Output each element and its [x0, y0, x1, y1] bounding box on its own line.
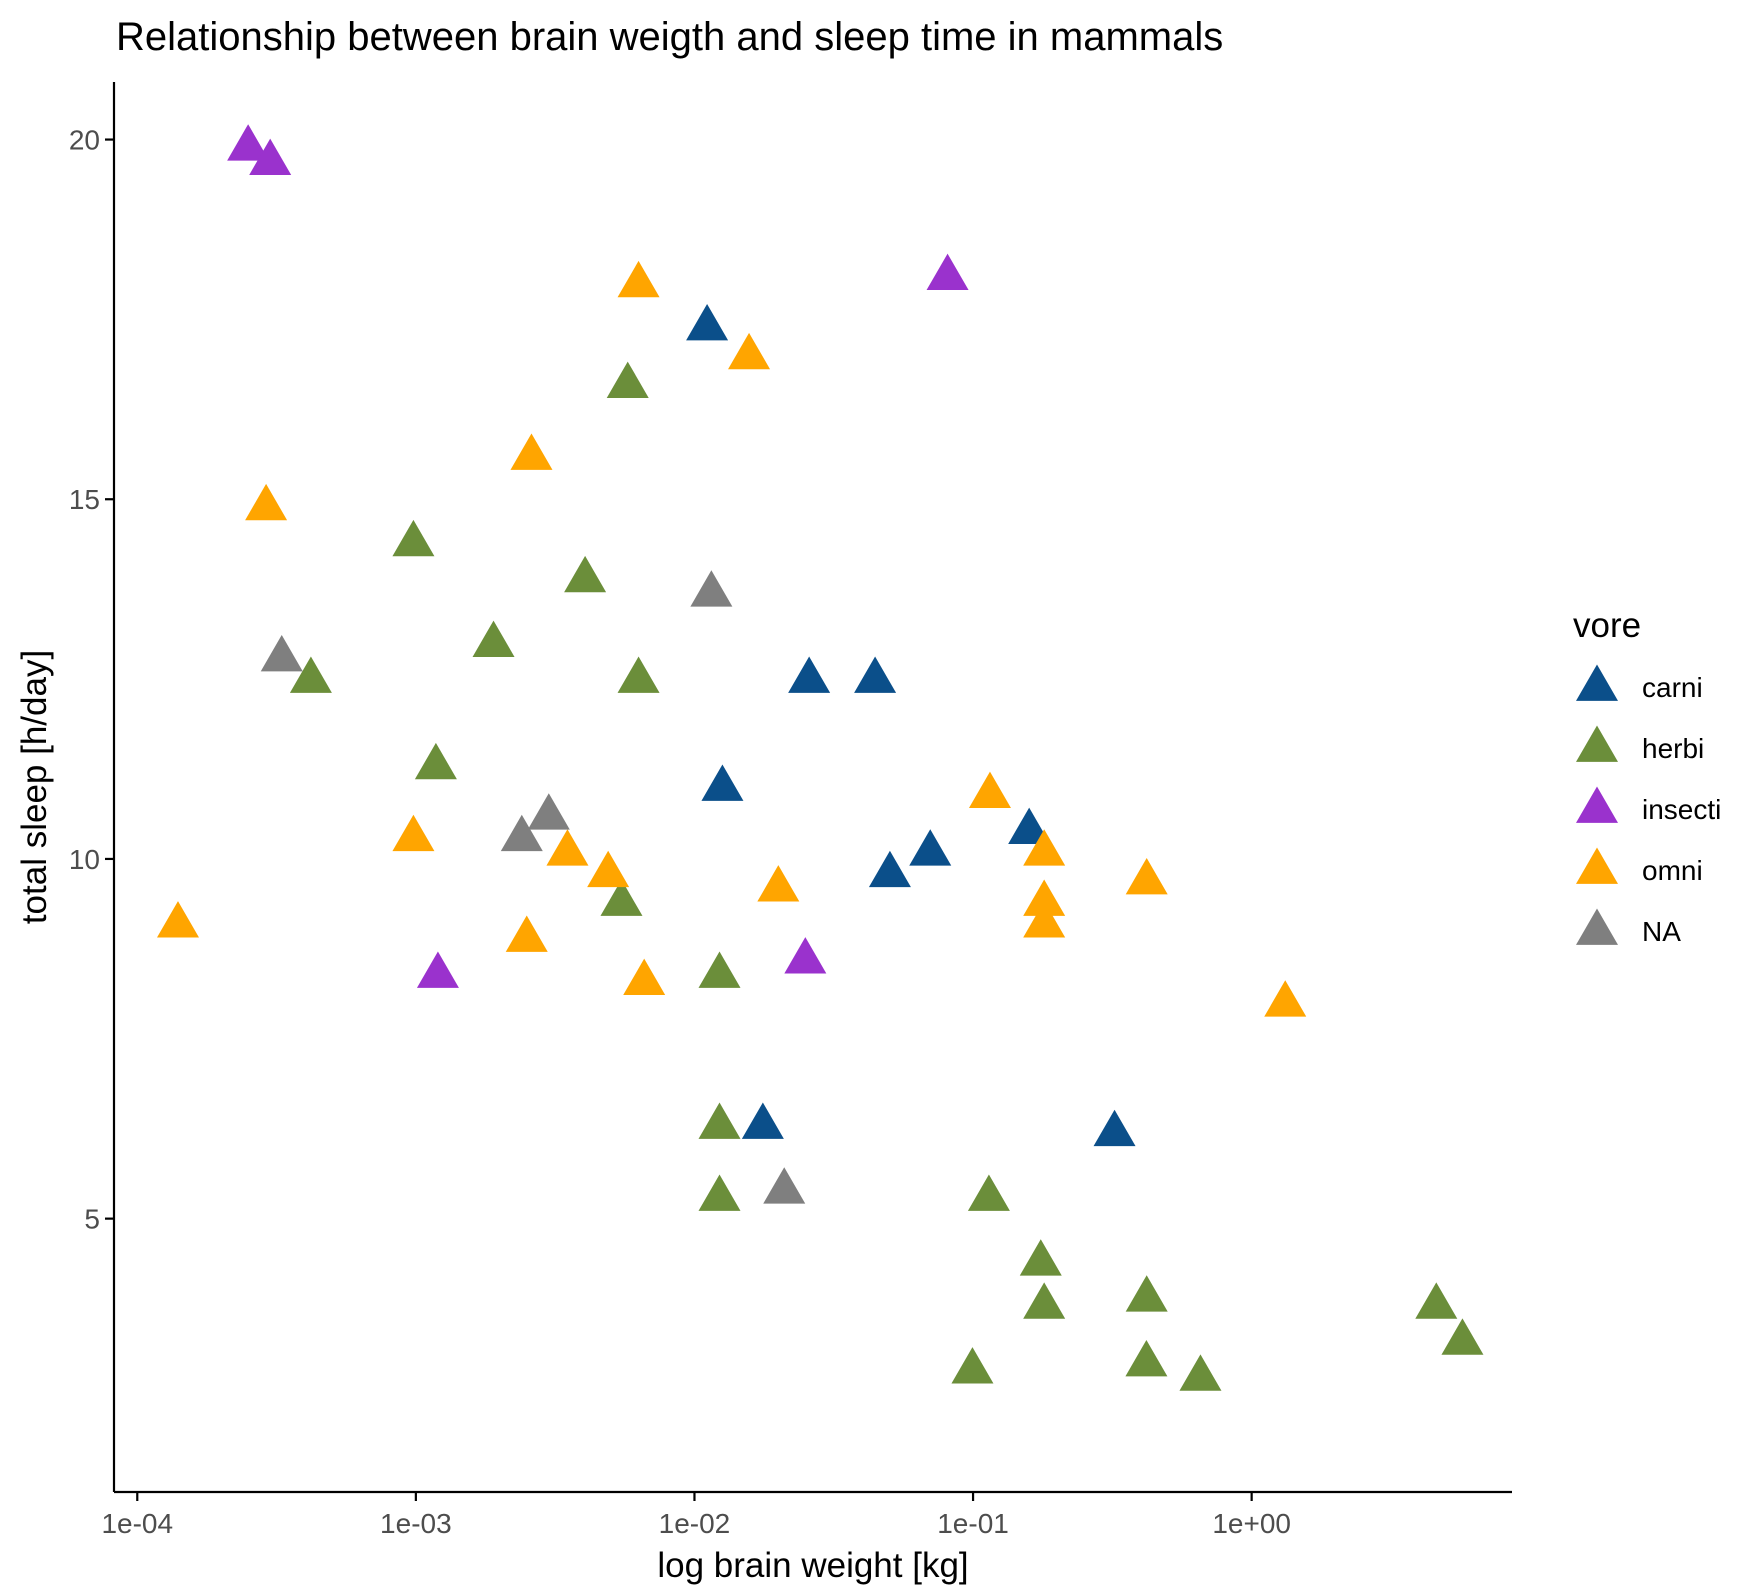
data-point-carni	[854, 656, 897, 693]
data-point-herbi	[1019, 1239, 1062, 1276]
data-point-omni	[1023, 879, 1066, 916]
legend-key-omni	[1576, 847, 1618, 884]
data-point-herbi	[564, 555, 607, 593]
data-point-omni	[156, 901, 199, 938]
data-point-omni	[587, 850, 630, 888]
data-point-na	[500, 814, 543, 852]
legend: vore carni herbi insecti omni NA	[1573, 606, 1721, 947]
data-point-omni	[546, 829, 589, 866]
data-point-herbi	[1441, 1318, 1484, 1355]
legend-label: carni	[1642, 672, 1703, 703]
data-point-omni	[623, 958, 666, 996]
data-point-na	[260, 634, 303, 672]
data-point-carni	[741, 1102, 784, 1139]
data-point-herbi	[1179, 1354, 1222, 1391]
legend-label: NA	[1642, 916, 1681, 947]
data-point-omni	[1023, 901, 1066, 938]
data-point-na	[690, 570, 733, 607]
x-axis-title: log brain weight [kg]	[657, 1546, 968, 1585]
data-point-herbi	[414, 742, 457, 780]
y-tick-label: 5	[84, 1204, 100, 1235]
legend-label: herbi	[1642, 733, 1704, 764]
data-point-herbi	[951, 1347, 994, 1384]
y-axis-title: total sleep [h/day]	[15, 650, 54, 924]
y-tick-label: 10	[69, 844, 100, 875]
data-point-herbi	[1125, 1339, 1168, 1377]
data-point-herbi	[1023, 1282, 1066, 1319]
legend-label: omni	[1642, 855, 1703, 886]
data-point-na	[527, 793, 570, 830]
data-point-na	[763, 1167, 806, 1204]
data-point-insecti	[784, 937, 827, 974]
data-point-insecti	[416, 951, 459, 988]
data-point-omni	[1125, 857, 1168, 895]
data-point-herbi	[600, 879, 643, 916]
data-point-carni	[909, 829, 952, 866]
x-tick-label: 1e-04	[101, 1508, 173, 1539]
data-point-insecti	[926, 253, 969, 291]
x-tick-label: 1e-01	[937, 1508, 1009, 1539]
legend-title: vore	[1573, 606, 1641, 645]
data-point-omni	[1023, 829, 1066, 866]
y-tick-label: 20	[69, 125, 100, 156]
legend-key-carni	[1576, 664, 1618, 701]
data-point-herbi	[1415, 1282, 1458, 1319]
data-point-carni	[1008, 807, 1051, 844]
x-axis: 1e-04 1e-03 1e-02 1e-01 1e+00	[101, 1492, 1291, 1539]
data-point-carni	[686, 304, 729, 341]
data-point-omni	[392, 814, 435, 852]
data-point-herbi	[606, 361, 649, 398]
data-point-omni	[245, 483, 288, 521]
data-point-carni	[788, 656, 831, 693]
x-tick-label: 1e+00	[1212, 1508, 1291, 1539]
y-tick-label: 15	[69, 484, 100, 515]
data-point-omni	[968, 771, 1011, 809]
data-point-insecti	[249, 138, 292, 175]
legend-key-na	[1576, 908, 1618, 945]
data-point-herbi	[472, 620, 515, 657]
data-point-omni	[510, 433, 553, 470]
data-point-omni	[728, 332, 771, 370]
data-point-carni	[1093, 1109, 1136, 1147]
x-tick-label: 1e-03	[380, 1508, 452, 1539]
chart-title: Relationship between brain weigth and sl…	[116, 15, 1223, 59]
data-point-herbi	[698, 951, 741, 988]
data-point-herbi	[698, 1174, 741, 1211]
data-point-herbi	[617, 656, 660, 693]
x-tick-label: 1e-02	[659, 1508, 731, 1539]
legend-key-herbi	[1576, 725, 1618, 762]
data-point-omni	[1264, 980, 1307, 1017]
data-point-herbi	[289, 656, 332, 693]
data-point-omni	[617, 260, 660, 298]
data-point-omni	[757, 865, 800, 902]
y-axis: 5 10 15 20	[69, 125, 114, 1235]
plot-area	[156, 124, 1484, 1391]
data-point-herbi	[698, 1102, 741, 1139]
data-point-herbi	[967, 1174, 1010, 1211]
legend-key-insecti	[1576, 786, 1618, 823]
data-point-herbi	[392, 519, 435, 557]
legend-label: insecti	[1642, 794, 1721, 825]
data-point-carni	[868, 850, 911, 888]
data-point-omni	[505, 915, 548, 952]
data-point-herbi	[1125, 1275, 1168, 1312]
data-point-carni	[701, 764, 744, 801]
data-point-insecti	[227, 124, 270, 161]
